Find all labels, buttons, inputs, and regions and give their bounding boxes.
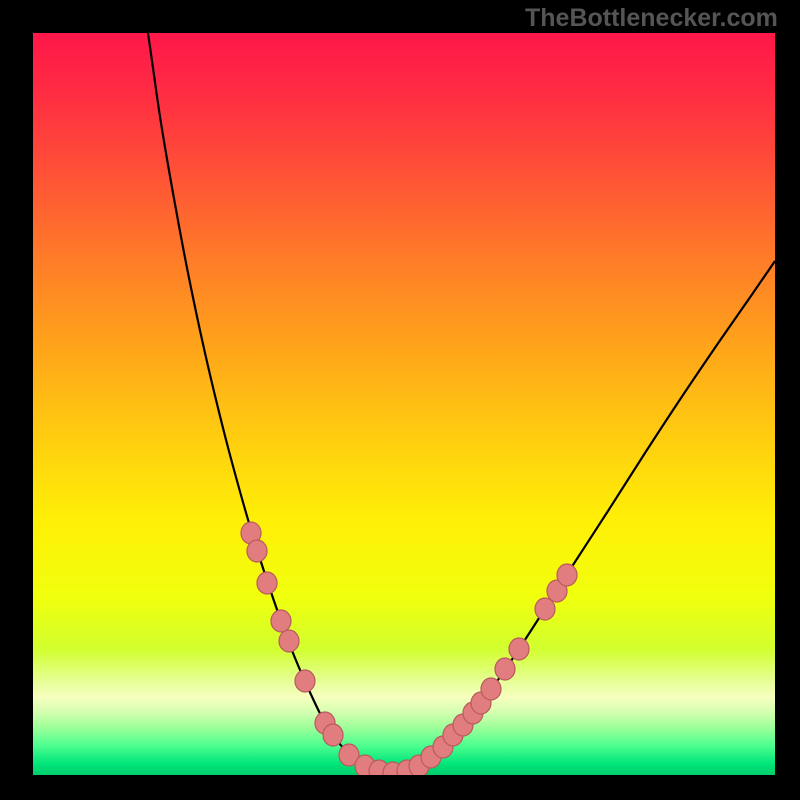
marker-group — [241, 522, 577, 775]
data-marker — [247, 540, 267, 562]
data-marker — [295, 670, 315, 692]
bottleneck-curve — [148, 33, 775, 773]
data-marker — [495, 658, 515, 680]
data-marker — [271, 610, 291, 632]
data-marker — [257, 572, 277, 594]
data-marker — [323, 724, 343, 746]
data-marker — [509, 638, 529, 660]
data-marker — [557, 564, 577, 586]
data-marker — [481, 678, 501, 700]
watermark-text: TheBottlenecker.com — [525, 4, 778, 33]
data-marker — [535, 598, 555, 620]
chart-frame: TheBottlenecker.com — [0, 0, 800, 800]
curve-layer — [33, 33, 775, 775]
plot-area — [33, 33, 775, 775]
data-marker — [279, 630, 299, 652]
